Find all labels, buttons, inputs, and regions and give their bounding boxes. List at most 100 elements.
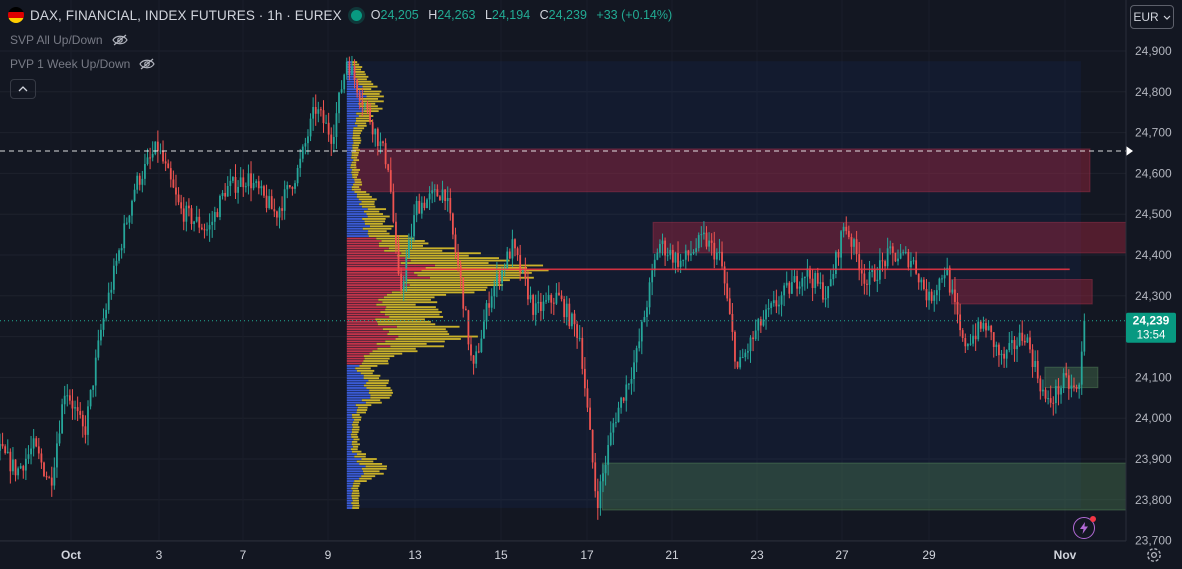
candle-body — [956, 301, 959, 315]
candle-body — [265, 195, 268, 208]
candle-body — [239, 177, 242, 187]
candle-body — [30, 448, 32, 455]
candle-body — [488, 303, 491, 308]
current-price-label: 24,239 — [1133, 314, 1170, 328]
profile-row-down — [346, 409, 357, 411]
gear-icon[interactable] — [1145, 546, 1163, 564]
candle-body — [1031, 349, 1034, 368]
indicator-svp[interactable]: SVP All Up/Down — [10, 33, 128, 47]
profile-row-up — [352, 416, 362, 419]
symbol-title[interactable]: DAX, FINANCIAL, INDEX FUTURES · 1h · EUR… — [30, 7, 342, 23]
candle-body — [501, 268, 503, 284]
indicator-svp-label: SVP All Up/Down — [10, 33, 103, 47]
candle-body — [423, 202, 426, 208]
candle-body — [100, 329, 102, 341]
candle-body — [594, 462, 597, 492]
profile-row-down — [346, 93, 363, 95]
candle-body — [369, 108, 371, 123]
candle-body — [428, 193, 431, 200]
collapse-indicators-button[interactable] — [10, 79, 36, 99]
candle-body — [395, 221, 397, 245]
candle-body — [534, 303, 537, 315]
candle-body — [0, 443, 1, 451]
candle-body — [754, 330, 757, 340]
profile-row-up — [410, 259, 510, 262]
candle-body — [464, 308, 467, 311]
candle-body — [208, 225, 211, 230]
candle-body — [840, 231, 842, 258]
candle-body — [653, 259, 656, 271]
symbol-legend[interactable]: DAX, FINANCIAL, INDEX FUTURES · 1h · EUR… — [8, 7, 678, 23]
profile-row-down — [346, 200, 362, 203]
profile-row-up — [351, 186, 360, 188]
candle-body — [904, 252, 907, 254]
profile-row-up — [368, 235, 409, 237]
candle-body — [726, 283, 729, 299]
profile-row-down — [346, 389, 370, 392]
time-tick-label: 7 — [240, 548, 247, 562]
candle-body — [66, 395, 69, 397]
candle-body — [723, 266, 726, 284]
candle-body — [721, 251, 723, 267]
candle-body — [58, 433, 61, 444]
candle-body — [446, 197, 449, 202]
candle-body — [384, 143, 387, 165]
profile-row-down — [346, 345, 391, 348]
price-tick-label: 24,800 — [1135, 85, 1172, 99]
profile-row-down — [346, 281, 404, 284]
candle-body — [252, 182, 255, 189]
candle-body — [907, 252, 910, 268]
profile-row-down — [346, 134, 353, 137]
profile-row-up — [358, 102, 376, 105]
profile-row-down — [346, 286, 404, 289]
candle-body — [951, 289, 954, 293]
profile-row-down — [346, 247, 389, 250]
candle-body — [19, 466, 22, 469]
indicator-pvp[interactable]: PVP 1 Week Up/Down — [10, 57, 155, 71]
eye-off-icon[interactable] — [111, 34, 128, 46]
candle-body — [964, 338, 967, 347]
profile-row-up — [356, 409, 368, 411]
profile-row-up — [354, 480, 367, 482]
candle-body — [1047, 398, 1050, 400]
candle-body — [37, 446, 40, 454]
candle-body — [172, 179, 175, 188]
profile-row-up — [365, 465, 387, 468]
time-axis[interactable]: Oct 3 7 9 13 15 17 21 23 27 29 Nov — [61, 548, 1077, 562]
profile-row-up — [359, 477, 372, 480]
candle-body — [1073, 385, 1075, 387]
candle-body — [806, 268, 809, 277]
candle-body — [366, 104, 369, 109]
candle-body — [413, 215, 415, 237]
candle-body — [1067, 375, 1070, 389]
price-tick-label: 24,100 — [1135, 370, 1172, 384]
currency-selector[interactable]: EUR — [1130, 5, 1174, 29]
candle-body — [977, 321, 980, 340]
candle-body — [602, 473, 604, 482]
profile-row-up — [364, 357, 390, 360]
profile-row-up — [352, 144, 360, 147]
candle-body — [1080, 351, 1083, 385]
candle-body — [79, 411, 82, 415]
candle-body — [268, 196, 271, 208]
profile-row-up — [369, 389, 393, 392]
profile-row-down — [346, 347, 378, 350]
candle-body — [322, 110, 325, 124]
candle-body — [1023, 340, 1026, 343]
candle-body — [392, 191, 395, 222]
candle-body — [537, 301, 540, 304]
eye-off-icon[interactable] — [139, 58, 155, 70]
time-tick-label: 3 — [156, 548, 163, 562]
profile-row-down — [346, 431, 352, 433]
profile-row-down — [346, 156, 352, 159]
candle-body — [1034, 360, 1037, 368]
profile-row-up — [363, 374, 381, 377]
alerts-button[interactable] — [1073, 516, 1096, 539]
profile-row-down — [346, 313, 385, 316]
profile-row-up — [366, 95, 384, 98]
time-tick-label: 21 — [665, 548, 679, 562]
market-status-icon[interactable] — [350, 9, 362, 21]
profile-row-up — [351, 450, 362, 453]
profile-row-down — [346, 325, 397, 328]
